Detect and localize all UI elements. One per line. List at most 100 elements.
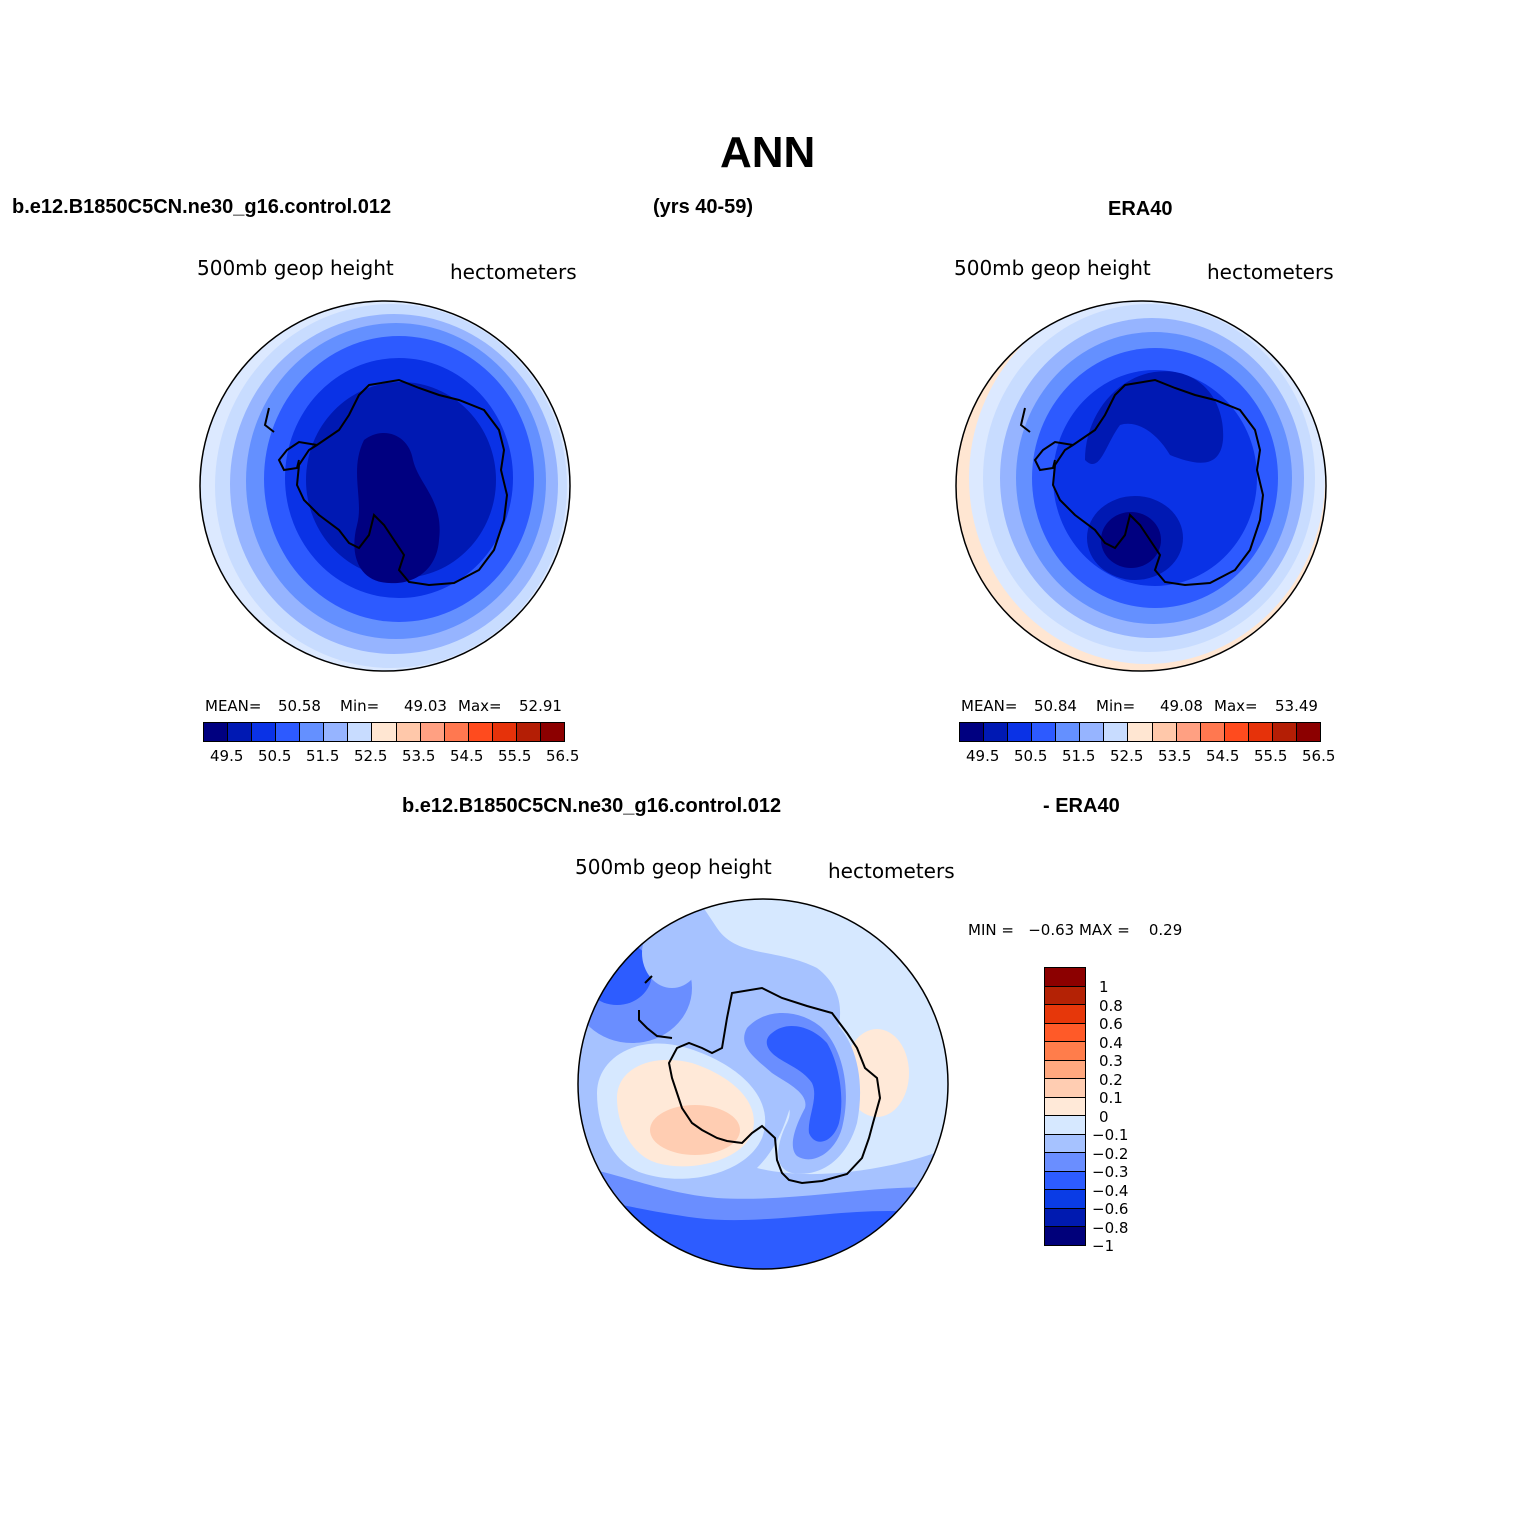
obs-colorbar-tick-label: 55.5 [1254, 747, 1288, 765]
obs-colorbar-tick-label: 53.5 [1158, 747, 1192, 765]
obs-colorbar-swatch [1200, 723, 1225, 741]
diff-colorbar-swatch [1045, 1079, 1085, 1098]
obs-colorbar-swatch [1272, 723, 1297, 741]
diff-colorbar-tick-label: −0.4 [1092, 1181, 1129, 1200]
model-colorbar-swatch [300, 723, 325, 741]
diff-colorbar-swatch [1045, 1005, 1085, 1024]
diff-colorbar-swatch [1045, 968, 1085, 987]
obs-units-label: hectometers [1207, 260, 1334, 284]
obs-mean-value: 50.84 [1034, 697, 1077, 715]
diff-colorbar-tick-label: 0.1 [1099, 1089, 1123, 1107]
model-colorbar-ticks: 49.5 50.5 51.5 52.5 53.5 54.5 55.5 56.5 [203, 747, 579, 767]
diff-colorbar-tick-label: −0.8 [1092, 1218, 1129, 1237]
diff-colorbar-ticks: 1 0.8 0.6 0.4 0.3 0.2 0.1 0 −0.1 −0.2 −0.3 −0.4 −0.6… [1092, 967, 1172, 1267]
model-colorbar-swatch [276, 723, 301, 741]
model-colorbar-tick-label: 56.5 [546, 747, 580, 765]
obs-colorbar-swatch [1296, 723, 1320, 741]
diff-colorbar-tick-label: −0.3 [1092, 1163, 1129, 1181]
obs-colorbar-tick-label: 50.5 [1014, 747, 1048, 765]
model-colorbar-tick-label: 55.5 [498, 747, 532, 765]
obs-colorbar-swatch [1032, 723, 1057, 741]
obs-polar-map [955, 300, 1327, 672]
diff-colorbar [1044, 967, 1086, 1246]
diff-colorbar-swatch [1045, 1153, 1085, 1172]
obs-colorbar-swatch [1248, 723, 1273, 741]
model-max-value: 52.91 [519, 697, 562, 715]
model-colorbar-swatch [444, 723, 469, 741]
model-colorbar-swatch [468, 723, 493, 741]
model-colorbar-swatch [252, 723, 277, 741]
diff-colorbar-swatch [1045, 1116, 1085, 1135]
model-min-label: Min= [340, 697, 380, 715]
obs-max-label: Max= [1214, 697, 1258, 715]
diff-colorbar-swatch [1045, 1171, 1085, 1190]
diff-colorbar-tick-label: 0.6 [1099, 1015, 1123, 1033]
obs-name: ERA40 [1108, 198, 1173, 220]
model-colorbar-swatch [372, 723, 397, 741]
model-variable-label: 500mb geop height [197, 256, 394, 280]
diff-polar-map [577, 898, 949, 1270]
model-colorbar-swatch [324, 723, 349, 741]
model-units-label: hectometers [450, 260, 577, 284]
obs-variable-label: 500mb geop height [954, 256, 1151, 280]
diff-colorbar-tick-label: 0.3 [1099, 1052, 1123, 1070]
obs-colorbar-tick-label: 51.5 [1062, 747, 1096, 765]
model-colorbar-tick-label: 54.5 [450, 747, 484, 765]
diff-colorbar-swatch [1045, 1097, 1085, 1116]
obs-colorbar-swatch [960, 723, 985, 741]
diff-colorbar-swatch [1045, 1134, 1085, 1153]
diff-colorbar-swatch [1045, 1190, 1085, 1209]
diff-colorbar-tick-label: −0.6 [1092, 1200, 1129, 1218]
model-colorbar-tick-label: 51.5 [306, 747, 340, 765]
diff-case-name: b.e12.B1850C5CN.ne30_g16.control.012 [402, 795, 782, 817]
model-colorbar-swatch [396, 723, 421, 741]
obs-colorbar-swatch [1176, 723, 1201, 741]
obs-colorbar-swatch [1056, 723, 1081, 741]
model-mean-label: MEAN= [205, 697, 262, 715]
obs-min-label: Min= [1096, 697, 1136, 715]
diff-colorbar-tick-label: 0 [1099, 1107, 1109, 1126]
obs-colorbar-swatch [1104, 723, 1129, 741]
model-colorbar-swatch [228, 723, 253, 741]
model-colorbar-swatch [540, 723, 564, 741]
model-colorbar-tick-label: 49.5 [210, 747, 244, 765]
obs-colorbar-tick-label: 54.5 [1206, 747, 1240, 765]
obs-colorbar-swatch [1152, 723, 1177, 741]
figure-title: ANN [720, 128, 816, 177]
model-colorbar [203, 722, 565, 742]
model-colorbar-swatch [492, 723, 517, 741]
obs-colorbar-tick-label: 49.5 [966, 747, 1000, 765]
model-colorbar-swatch [348, 723, 373, 741]
obs-max-value: 53.49 [1275, 697, 1318, 715]
model-mean-value: 50.58 [278, 697, 321, 715]
model-polar-map [199, 300, 571, 672]
diff-colorbar-tick-label: −1 [1092, 1237, 1115, 1255]
model-colorbar-tick-label: 50.5 [258, 747, 292, 765]
diff-colorbar-swatch [1045, 1060, 1085, 1079]
obs-colorbar-tick-label: 52.5 [1110, 747, 1144, 765]
obs-colorbar-swatch [984, 723, 1009, 741]
diff-colorbar-swatch [1045, 1227, 1085, 1245]
diff-colorbar-tick-label: −0.1 [1092, 1126, 1129, 1144]
model-colorbar-swatch [204, 723, 229, 741]
obs-colorbar [959, 722, 1321, 742]
diff-variable-label: 500mb geop height [575, 855, 772, 879]
model-colorbar-swatch [516, 723, 541, 741]
model-colorbar-tick-label: 53.5 [402, 747, 436, 765]
diff-colorbar-swatch [1045, 1023, 1085, 1042]
diff-colorbar-tick-label: −0.2 [1092, 1144, 1129, 1163]
diff-colorbar-swatch [1045, 1208, 1085, 1227]
obs-colorbar-ticks: 49.5 50.5 51.5 52.5 53.5 54.5 55.5 56.5 [959, 747, 1335, 767]
obs-mean-label: MEAN= [961, 697, 1018, 715]
obs-colorbar-swatch [1224, 723, 1249, 741]
case-name: b.e12.B1850C5CN.ne30_g16.control.012 [12, 196, 392, 218]
obs-colorbar-swatch [1128, 723, 1153, 741]
obs-colorbar-swatch [1080, 723, 1105, 741]
obs-min-value: 49.08 [1160, 697, 1203, 715]
diff-colorbar-tick-label: 1 [1099, 978, 1109, 996]
years-label: (yrs 40-59) [653, 196, 754, 218]
diff-units-label: hectometers [828, 859, 955, 883]
diff-colorbar-tick-label: 0.4 [1099, 1033, 1123, 1052]
diff-obs-name: - ERA40 [1043, 795, 1120, 817]
model-colorbar-tick-label: 52.5 [354, 747, 388, 765]
